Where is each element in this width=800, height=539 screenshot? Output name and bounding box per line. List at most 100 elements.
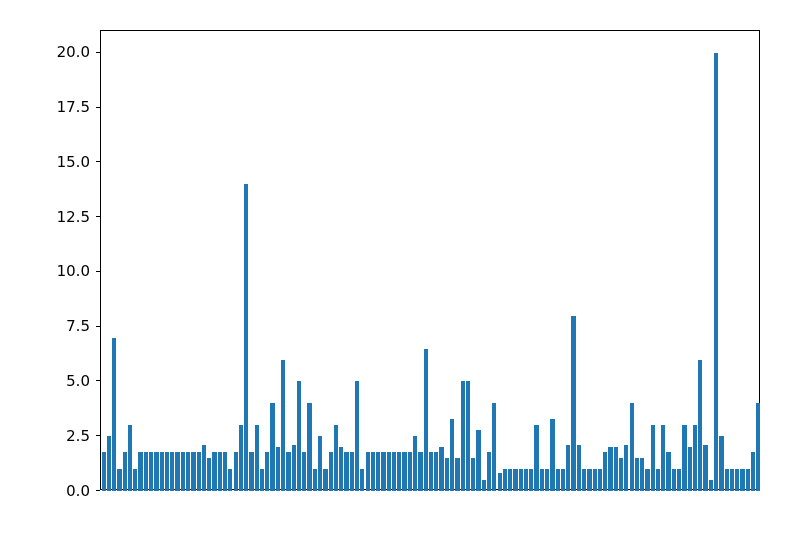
ytick-mark xyxy=(96,271,100,272)
ytick-label: 2.5 xyxy=(66,427,90,445)
bar xyxy=(725,469,729,491)
bar xyxy=(577,445,581,491)
bar xyxy=(318,436,322,491)
bar xyxy=(482,480,486,491)
bar xyxy=(123,452,127,491)
bar xyxy=(249,452,253,491)
bar xyxy=(455,458,459,491)
bar xyxy=(170,452,174,491)
bar xyxy=(603,452,607,491)
figure: 0.02.55.07.510.012.515.017.520.0 xyxy=(0,0,800,539)
bar xyxy=(355,381,359,491)
bar xyxy=(566,445,570,491)
ytick-mark xyxy=(96,216,100,217)
bar xyxy=(149,452,153,491)
bar xyxy=(207,458,211,491)
bar xyxy=(746,469,750,491)
bar xyxy=(165,452,169,491)
ytick-mark xyxy=(96,490,100,491)
bar xyxy=(719,436,723,491)
bar xyxy=(677,469,681,491)
bar xyxy=(735,469,739,491)
bar xyxy=(329,452,333,491)
ytick-label: 20.0 xyxy=(57,43,90,61)
bar xyxy=(471,458,475,491)
bar xyxy=(128,425,132,491)
ytick-label: 5.0 xyxy=(66,372,90,390)
bar xyxy=(476,430,480,491)
bar xyxy=(688,447,692,491)
bar xyxy=(138,452,142,491)
bar xyxy=(381,452,385,491)
bar xyxy=(439,447,443,491)
bar xyxy=(730,469,734,491)
bar xyxy=(418,452,422,491)
bar xyxy=(645,469,649,491)
bar xyxy=(344,452,348,491)
bar xyxy=(756,403,760,491)
bar xyxy=(508,469,512,491)
bar xyxy=(492,403,496,491)
bar xyxy=(666,452,670,491)
bar xyxy=(218,452,222,491)
bar xyxy=(112,338,116,491)
bar xyxy=(265,452,269,491)
bar xyxy=(244,184,248,491)
bar xyxy=(751,452,755,491)
bar xyxy=(392,452,396,491)
bar xyxy=(571,316,575,491)
ytick-label: 0.0 xyxy=(66,482,90,500)
ytick-label: 17.5 xyxy=(57,98,90,116)
bar xyxy=(608,447,612,491)
bar xyxy=(672,469,676,491)
bar xyxy=(740,469,744,491)
bar xyxy=(498,473,502,491)
ytick-label: 12.5 xyxy=(57,208,90,226)
bar xyxy=(519,469,523,491)
bar xyxy=(239,425,243,491)
bar xyxy=(360,469,364,491)
bar xyxy=(450,419,454,491)
bar xyxy=(413,436,417,491)
bar xyxy=(624,445,628,491)
bar xyxy=(402,452,406,491)
bar xyxy=(661,425,665,491)
bar xyxy=(313,469,317,491)
bar xyxy=(529,469,533,491)
bar xyxy=(561,469,565,491)
bar xyxy=(445,458,449,491)
bar xyxy=(223,452,227,491)
bar xyxy=(350,452,354,491)
bar xyxy=(513,469,517,491)
ytick-mark xyxy=(96,161,100,162)
bar xyxy=(181,452,185,491)
bar xyxy=(197,452,201,491)
bar xyxy=(323,469,327,491)
bars-container xyxy=(101,31,761,491)
ytick-mark xyxy=(96,52,100,53)
bar xyxy=(160,452,164,491)
bar xyxy=(234,452,238,491)
bar xyxy=(260,469,264,491)
ytick-mark xyxy=(96,435,100,436)
bar xyxy=(366,452,370,491)
bar xyxy=(614,447,618,491)
bar xyxy=(556,469,560,491)
bar xyxy=(587,469,591,491)
bar xyxy=(461,381,465,491)
bar xyxy=(593,469,597,491)
ytick-mark xyxy=(96,380,100,381)
bar xyxy=(487,452,491,491)
bar xyxy=(186,452,190,491)
bar xyxy=(154,452,158,491)
ytick-mark xyxy=(96,107,100,108)
bar xyxy=(703,445,707,491)
bar xyxy=(682,425,686,491)
bar xyxy=(339,447,343,491)
bar xyxy=(191,452,195,491)
bar xyxy=(630,403,634,491)
bar-chart-axes xyxy=(100,30,760,490)
ytick-label: 15.0 xyxy=(57,153,90,171)
bar xyxy=(102,452,106,491)
bar xyxy=(175,452,179,491)
